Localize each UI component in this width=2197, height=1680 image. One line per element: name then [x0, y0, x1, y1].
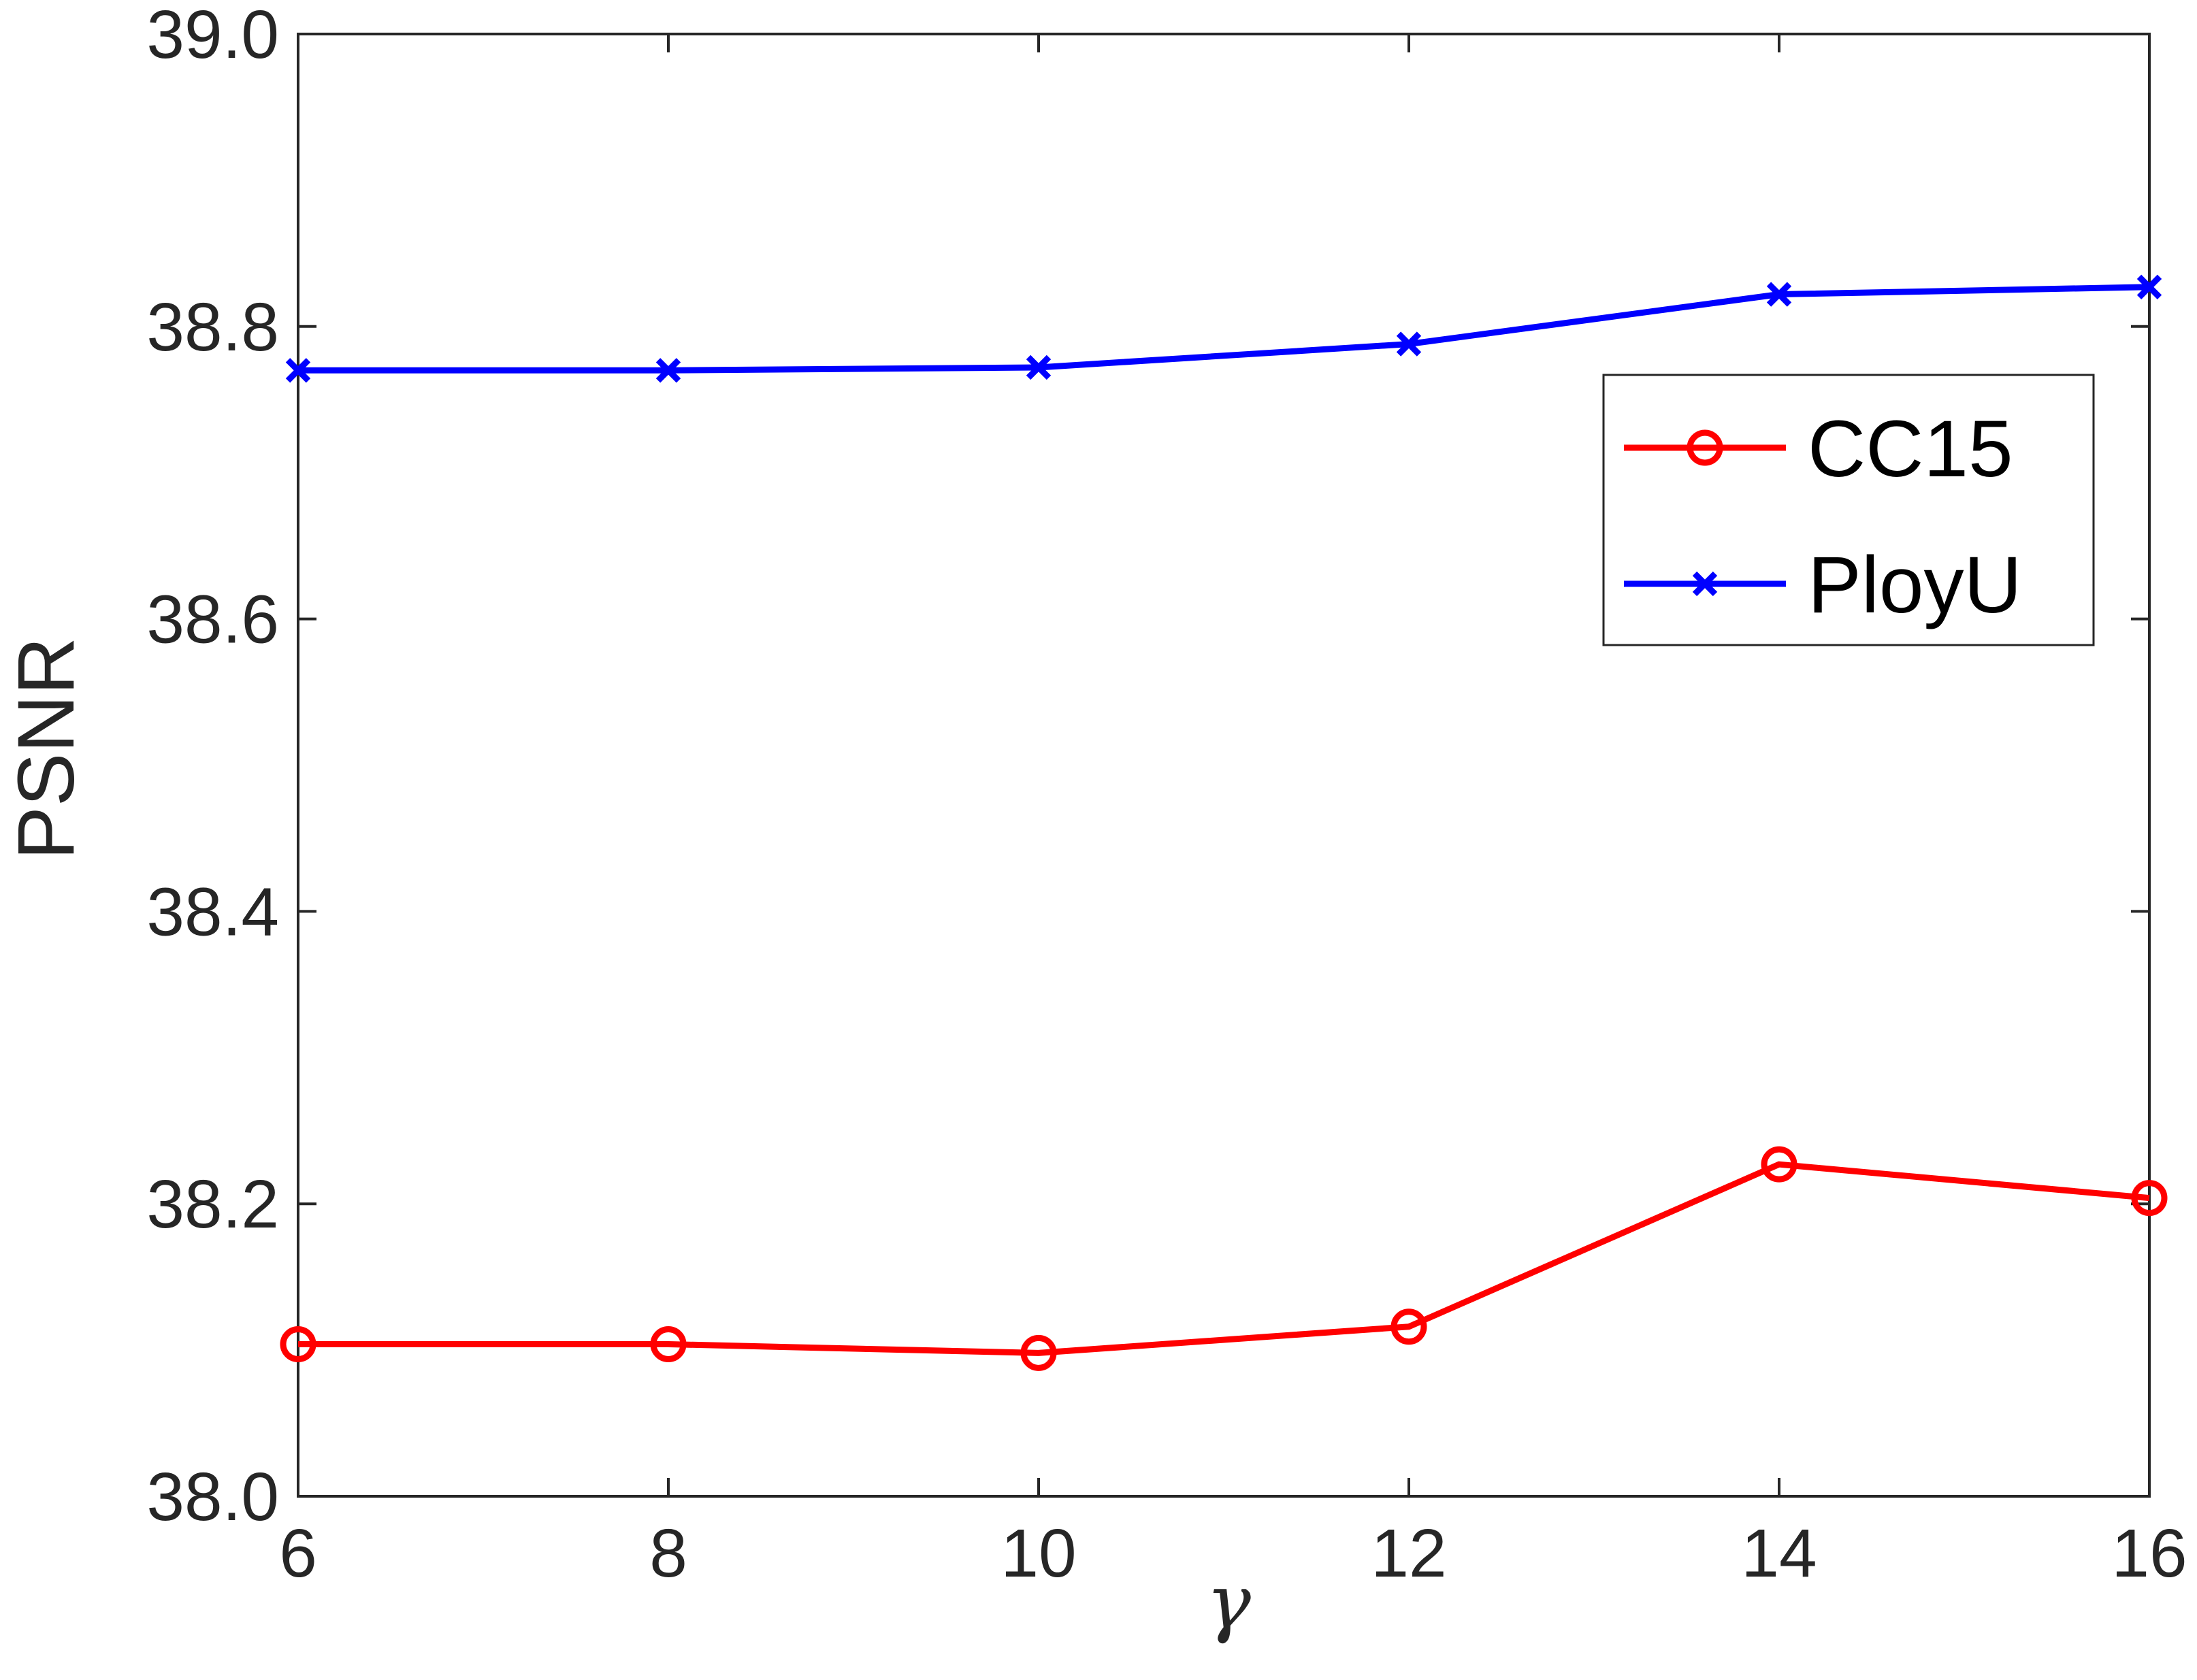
x-axis: 6 8 10 12 14 16: [279, 34, 2187, 1592]
data-point-ployu: [2136, 274, 2162, 299]
x-tick-label: 6: [279, 1515, 317, 1592]
x-tick-label: 12: [1371, 1515, 1446, 1592]
data-point-ployu: [1766, 282, 1792, 307]
y-tick-label: 38.4: [146, 874, 279, 950]
y-tick-label: 38.2: [146, 1166, 279, 1242]
legend-marker-ployu: [1692, 571, 1718, 597]
x-tick-label: 16: [2111, 1515, 2187, 1592]
x-tick-label: 14: [1741, 1515, 1817, 1592]
y-axis: 38.0 38.2 38.4 38.6 38.8 39.0: [146, 0, 2149, 1535]
axes-box: [297, 33, 2151, 1498]
y-tick-label: 38.6: [146, 582, 279, 658]
series-layer: [280, 274, 2168, 1371]
data-point-cc15: [1020, 1334, 1057, 1371]
y-tick-label: 39.0: [146, 0, 279, 73]
legend-label-ployu: PloyU: [1808, 540, 2022, 630]
data-point-ployu: [285, 358, 311, 383]
legend-marker-cc15: [1687, 429, 1723, 466]
x-tick-label: 8: [649, 1515, 687, 1592]
x-axis-label: γ: [1206, 1558, 1251, 1645]
y-tick-label: 38.8: [146, 289, 279, 365]
data-point-ployu: [1396, 331, 1422, 357]
y-axis-label: PSNR: [1, 637, 91, 860]
data-point-cc15: [2131, 1180, 2168, 1217]
plot-area: [297, 33, 2151, 1498]
data-point-cc15: [1761, 1146, 1797, 1183]
data-point-cc15: [650, 1326, 687, 1363]
legend-box: [1602, 374, 2095, 646]
data-point-cc15: [1390, 1308, 1427, 1345]
series-line-cc15: [298, 1161, 2150, 1356]
legend: CC15 PloyU: [1602, 374, 2095, 646]
y-tick-label: 38.0: [146, 1459, 279, 1535]
data-point-ployu: [655, 358, 681, 383]
data-point-cc15: [280, 1326, 316, 1363]
legend-label-cc15: CC15: [1808, 404, 2013, 494]
x-tick-label: 10: [1000, 1515, 1076, 1592]
series-line-ployu: [298, 284, 2150, 374]
data-point-ployu: [1026, 355, 1052, 380]
